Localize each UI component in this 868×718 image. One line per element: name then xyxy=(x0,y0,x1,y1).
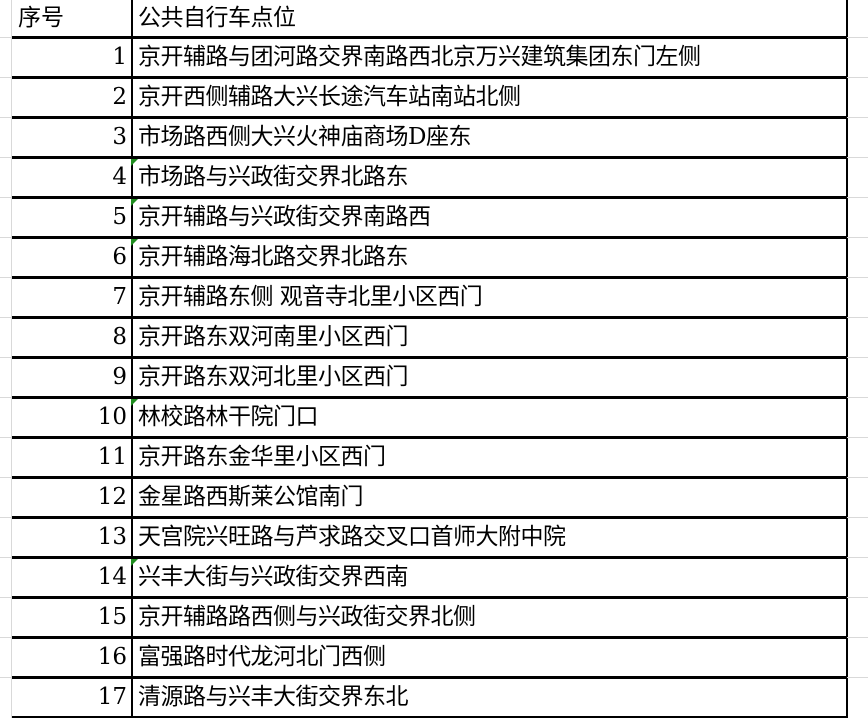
table-row: 3 市场路西侧大兴火神庙商场D座东 xyxy=(12,116,847,156)
error-indicator-icon[interactable] xyxy=(131,239,138,246)
error-indicator-icon[interactable] xyxy=(131,159,138,166)
table-row: 13 天宫院兴旺路与芦求路交叉口首师大附中院 xyxy=(12,516,847,556)
cell-location[interactable]: 京开辅路海北路交界北路东 xyxy=(131,239,847,276)
table-row: 2 京开西侧辅路大兴长途汽车站南站北侧 xyxy=(12,76,847,116)
cell-number[interactable]: 3 xyxy=(112,124,127,150)
header-row: 序号 公共自行车点位 xyxy=(12,0,847,37)
cell-number[interactable]: 8 xyxy=(112,324,127,350)
cell-number[interactable]: 10 xyxy=(97,404,127,430)
table-row: 16 富强路时代龙河北门西侧 xyxy=(12,636,847,676)
header-cell-number[interactable]: 序号 xyxy=(18,5,64,31)
cell-number[interactable]: 13 xyxy=(97,524,127,550)
cell-number[interactable]: 9 xyxy=(112,364,127,390)
cell-location[interactable]: 兴丰大街与兴政街交界西南 xyxy=(131,559,847,596)
table-row: 6 京开辅路海北路交界北路东 xyxy=(12,236,847,276)
table-row: 10 林校路林干院门口 xyxy=(12,396,847,436)
cell-number[interactable]: 1 xyxy=(112,44,127,70)
cell-number[interactable]: 5 xyxy=(112,204,127,230)
cell-number[interactable]: 4 xyxy=(112,164,127,190)
cell-location[interactable]: 清源路与兴丰大街交界东北 xyxy=(131,679,847,716)
cell-location[interactable]: 天宫院兴旺路与芦求路交叉口首师大附中院 xyxy=(131,519,847,556)
table-row: 17 清源路与兴丰大街交界东北 xyxy=(12,676,847,716)
table-row: 8 京开路东双河南里小区西门 xyxy=(12,316,847,356)
table-row: 4 市场路与兴政街交界北路东 xyxy=(12,156,847,196)
cell-location[interactable]: 金星路西斯莱公馆南门 xyxy=(131,479,847,516)
cell-location[interactable]: 京开辅路路西侧与兴政街交界北侧 xyxy=(131,599,847,636)
cell-location[interactable]: 市场路与兴政街交界北路东 xyxy=(131,159,847,196)
table-row: 9 京开路东双河北里小区西门 xyxy=(12,356,847,396)
cell-location[interactable]: 京开辅路与兴政街交界南路西 xyxy=(131,199,847,236)
cell-number[interactable]: 17 xyxy=(97,684,127,710)
table-row: 11 京开路东金华里小区西门 xyxy=(12,436,847,476)
cell-number[interactable]: 2 xyxy=(112,84,127,110)
gridline xyxy=(11,0,12,718)
cell-location[interactable]: 京开路东双河南里小区西门 xyxy=(131,319,847,356)
header-cell-location[interactable]: 公共自行车点位 xyxy=(131,0,847,37)
cell-location[interactable]: 京开西侧辅路大兴长途汽车站南站北侧 xyxy=(131,79,847,116)
table-row: 1 京开辅路与团河路交界南路西北京万兴建筑集团东门左侧 xyxy=(12,36,847,76)
table-row: 15 京开辅路路西侧与兴政街交界北侧 xyxy=(12,596,847,636)
table-row: 12 金星路西斯莱公馆南门 xyxy=(12,476,847,516)
cell-location[interactable]: 富强路时代龙河北门西侧 xyxy=(131,639,847,676)
error-indicator-icon[interactable] xyxy=(131,399,138,406)
table-row: 14 兴丰大街与兴政街交界西南 xyxy=(12,556,847,596)
cell-location[interactable]: 京开路东双河北里小区西门 xyxy=(131,359,847,396)
table-row: 7 京开辅路东侧 观音寺北里小区西门 xyxy=(12,276,847,316)
cell-number[interactable]: 12 xyxy=(97,484,127,510)
table-right-border xyxy=(846,0,848,718)
cell-location[interactable]: 京开辅路与团河路交界南路西北京万兴建筑集团东门左侧 xyxy=(131,39,847,76)
cell-location[interactable]: 林校路林干院门口 xyxy=(131,399,847,436)
cell-location[interactable]: 京开辅路东侧 观音寺北里小区西门 xyxy=(131,279,847,316)
cell-number[interactable]: 14 xyxy=(97,564,127,590)
cell-number[interactable]: 16 xyxy=(97,644,127,670)
error-indicator-icon[interactable] xyxy=(131,199,138,206)
cell-number[interactable]: 6 xyxy=(112,244,127,270)
cell-location[interactable]: 京开路东金华里小区西门 xyxy=(131,439,847,476)
error-indicator-icon[interactable] xyxy=(131,559,138,566)
cell-number[interactable]: 7 xyxy=(112,284,127,310)
cell-number[interactable]: 11 xyxy=(97,444,127,470)
table-bottom-border xyxy=(12,716,848,718)
table-row: 5 京开辅路与兴政街交界南路西 xyxy=(12,196,847,236)
cell-location[interactable]: 市场路西侧大兴火神庙商场D座东 xyxy=(131,119,847,156)
cell-number[interactable]: 15 xyxy=(97,604,127,630)
